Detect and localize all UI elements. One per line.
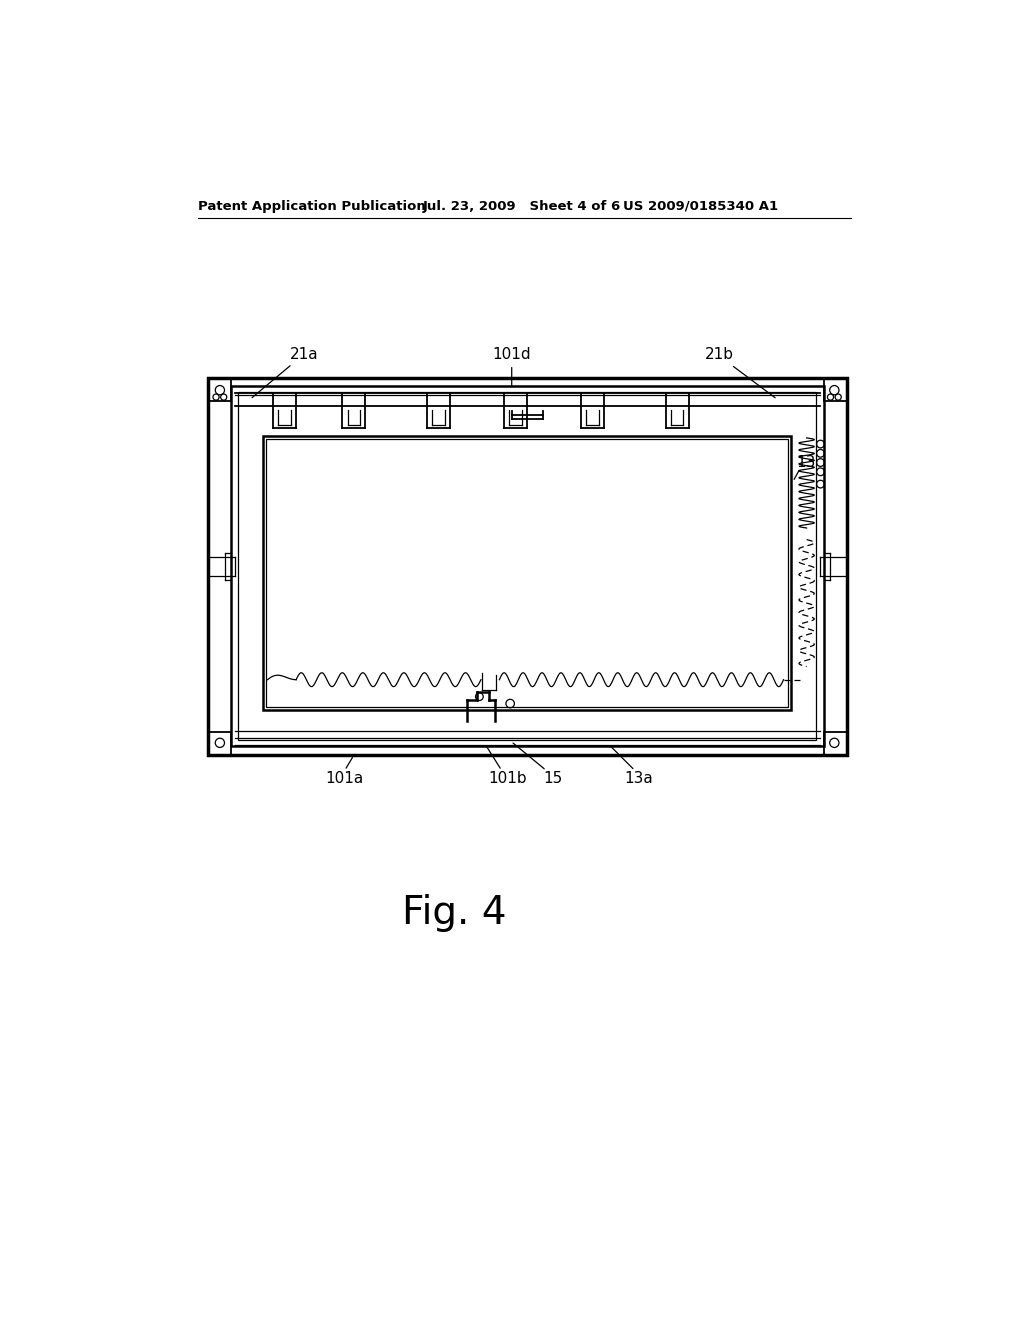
Bar xyxy=(263,436,792,710)
Bar xyxy=(208,378,847,755)
Text: 101a: 101a xyxy=(326,771,364,785)
Text: 21b: 21b xyxy=(706,347,734,362)
Bar xyxy=(230,385,823,746)
Bar xyxy=(266,438,788,708)
Text: US 2009/0185340 A1: US 2009/0185340 A1 xyxy=(624,199,778,213)
Text: 21a: 21a xyxy=(290,347,318,362)
Text: 15: 15 xyxy=(543,771,562,785)
Text: 101b: 101b xyxy=(488,771,527,785)
Text: 101d: 101d xyxy=(493,347,531,362)
Bar xyxy=(239,392,816,739)
Text: 13: 13 xyxy=(797,455,816,470)
Text: Jul. 23, 2009   Sheet 4 of 6: Jul. 23, 2009 Sheet 4 of 6 xyxy=(423,199,622,213)
Text: Patent Application Publication: Patent Application Publication xyxy=(199,199,426,213)
Text: 13a: 13a xyxy=(625,771,653,785)
Text: Fig. 4: Fig. 4 xyxy=(401,894,506,932)
